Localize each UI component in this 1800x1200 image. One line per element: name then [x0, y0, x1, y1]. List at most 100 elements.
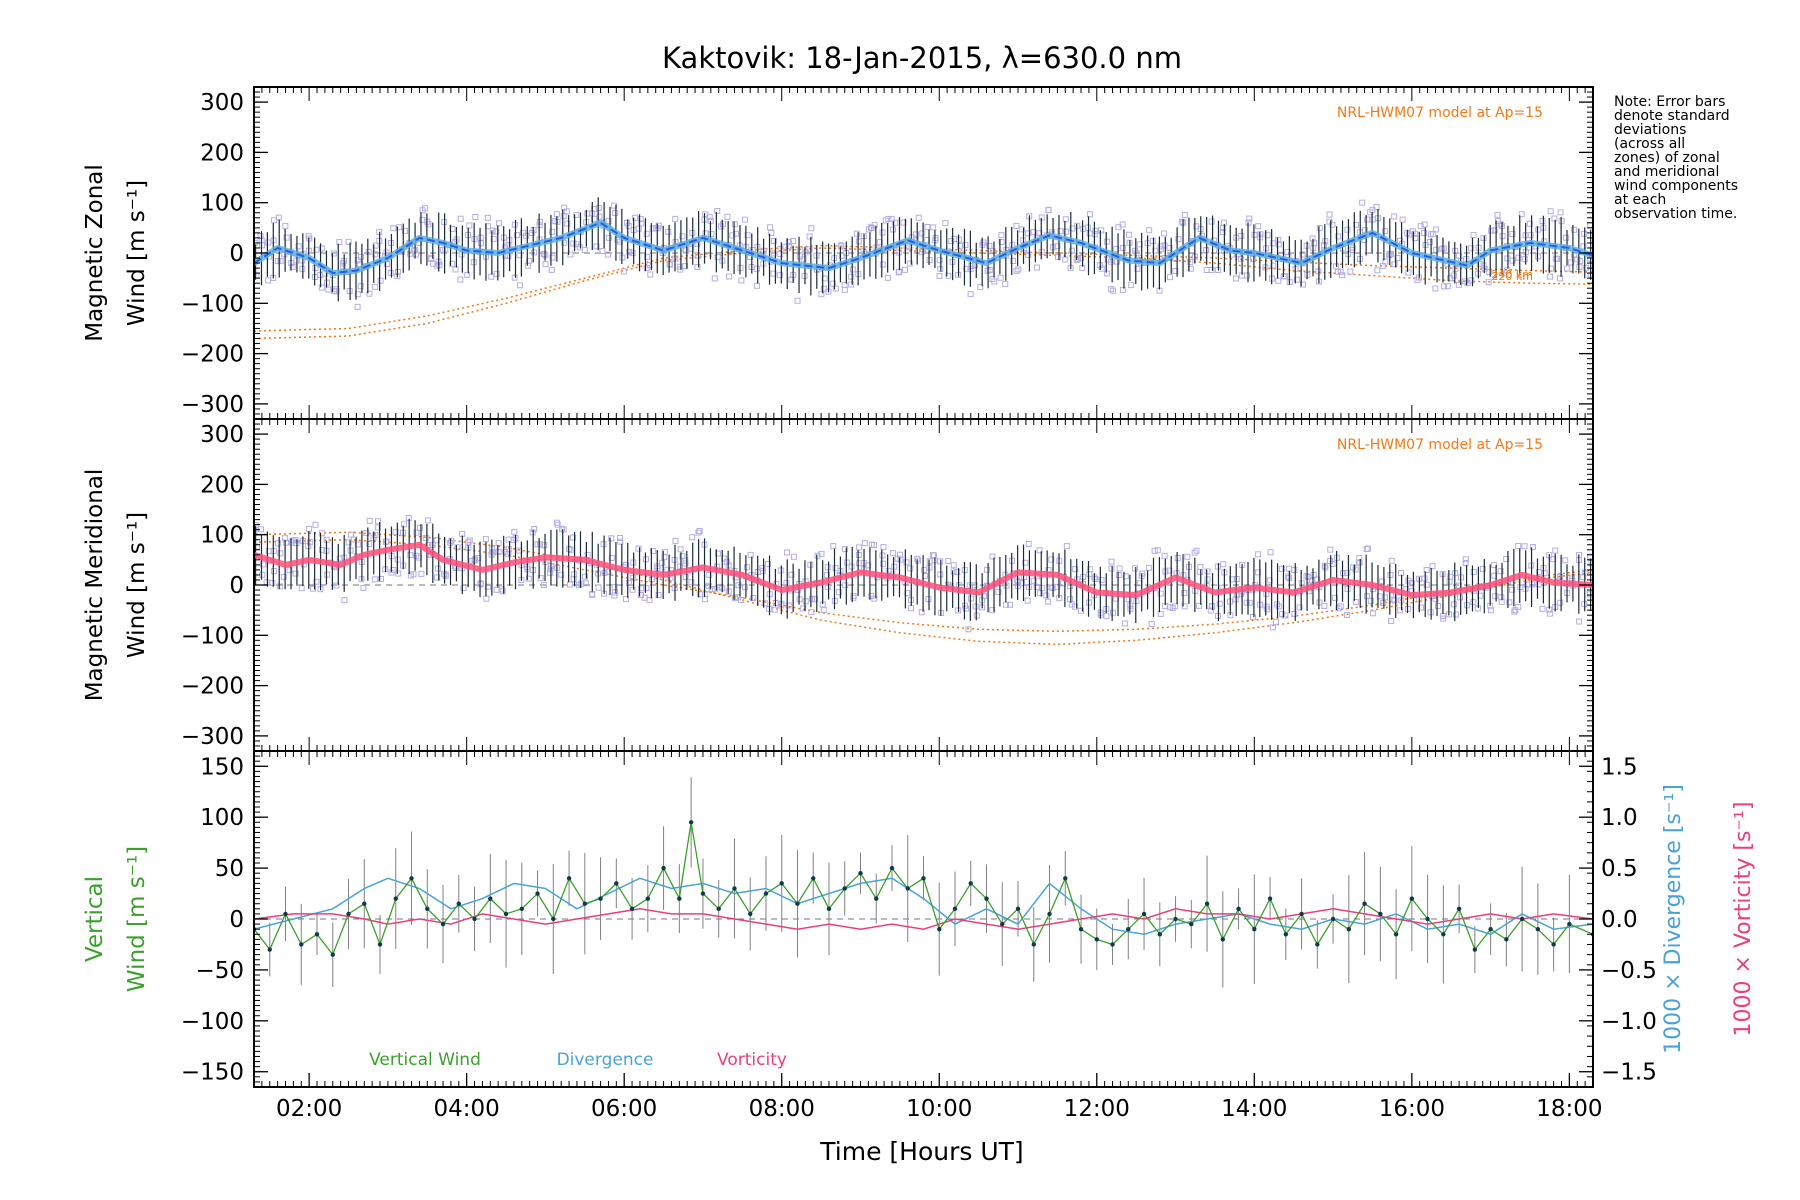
zone-sample	[605, 251, 612, 258]
zone-sample	[1409, 228, 1416, 235]
zone-sample	[505, 536, 512, 543]
zone-sample	[1331, 594, 1338, 601]
zone-sample	[280, 573, 287, 580]
zone-sample	[383, 249, 390, 256]
zone-sample	[643, 230, 650, 237]
zone-sample	[1314, 576, 1321, 583]
y-tick-label: −300	[181, 724, 244, 750]
zone-sample	[1063, 228, 1070, 235]
zone-sample	[564, 220, 571, 227]
zone-sample	[824, 564, 831, 571]
zone-sample	[596, 213, 603, 220]
zone-sample	[1455, 281, 1462, 288]
zone-sample	[1015, 579, 1022, 586]
zone-sample	[903, 559, 910, 566]
zone-sample	[735, 594, 742, 601]
zone-sample	[802, 598, 809, 605]
zone-sample	[1382, 228, 1389, 235]
chart-title: Kaktovik: 18-Jan-2015, λ=630.0 nm	[662, 41, 1182, 75]
zone-sample	[1491, 227, 1498, 234]
zone-sample	[1120, 244, 1127, 251]
zone-sample	[1019, 580, 1026, 587]
zone-sample	[1149, 238, 1156, 245]
zone-sample	[1364, 216, 1371, 223]
zone-sample	[884, 274, 891, 281]
vertical-error-bars	[254, 777, 1593, 990]
zone-sample	[608, 554, 615, 561]
zone-sample	[918, 248, 925, 255]
zone-sample	[1480, 262, 1487, 269]
zone-sample	[1108, 286, 1115, 293]
zone-sample	[1003, 582, 1010, 589]
zone-sample	[1062, 256, 1069, 263]
zone-sample	[1568, 259, 1575, 266]
zone-sample	[488, 273, 495, 280]
y-axis-title-line2: Wind [m s⁻¹]	[124, 512, 150, 658]
vertical-wind-point	[661, 865, 666, 871]
zone-sample	[1187, 265, 1194, 272]
zone-sample	[449, 260, 456, 267]
vertical-wind-point	[763, 891, 769, 896]
vertical-wind-point	[1063, 876, 1068, 881]
zone-sample	[1036, 547, 1043, 554]
zone-sample	[723, 558, 730, 565]
zone-sample	[354, 303, 361, 310]
zone-sample	[930, 224, 937, 231]
zone-sample	[726, 273, 733, 280]
zone-sample	[1414, 276, 1421, 283]
vertical-wind-point	[1362, 901, 1367, 906]
zone-sample	[1329, 221, 1336, 228]
zone-sample	[1423, 581, 1430, 588]
zone-sample	[1450, 601, 1457, 608]
zone-sample	[608, 535, 615, 542]
zone-sample	[340, 263, 347, 270]
zone-sample	[1337, 268, 1344, 275]
zone-sample	[552, 217, 559, 224]
zone-sample	[926, 558, 933, 565]
zone-sample	[257, 232, 264, 239]
vertical-wind-point	[1110, 942, 1115, 947]
zone-sample	[708, 586, 715, 593]
zone-sample	[277, 583, 284, 590]
zone-sample	[1434, 602, 1441, 609]
zone-sample	[777, 567, 784, 574]
zone-sample	[1285, 573, 1292, 580]
vertical-wind-point	[614, 881, 619, 886]
zone-sample	[785, 239, 792, 246]
zone-sample	[900, 219, 907, 226]
zone-sample	[1509, 230, 1516, 237]
zone-sample	[489, 549, 496, 556]
zone-sample	[977, 284, 984, 291]
zone-sample	[483, 595, 490, 602]
plot-area	[254, 777, 1593, 990]
zone-sample	[1291, 567, 1298, 574]
zone-sample	[871, 222, 878, 229]
zone-sample	[1405, 269, 1412, 276]
vertical-wind-point	[503, 911, 509, 917]
zone-sample	[531, 526, 538, 533]
zone-sample	[1279, 611, 1286, 618]
zone-sample	[1216, 600, 1223, 607]
vertical-wind-point	[1519, 916, 1525, 922]
zone-sample	[912, 231, 919, 238]
zone-sample	[1092, 227, 1099, 234]
zone-sample	[954, 569, 961, 576]
plot-area	[254, 197, 1593, 340]
zone-sample	[1270, 240, 1277, 247]
zone-sample	[891, 563, 898, 570]
vertical-wind-point	[1441, 932, 1446, 937]
zone-sample	[879, 229, 886, 236]
zone-sample	[425, 221, 432, 228]
vertical-wind-panel: Vertical Wind Divergence Vorticity 1.5 1.0 0.…	[82, 750, 1756, 1122]
vertical-wind-point	[535, 891, 540, 896]
zone-sample	[553, 211, 560, 218]
vertical-wind-point	[1157, 932, 1162, 937]
zone-sample	[1352, 599, 1359, 606]
zone-sample	[694, 252, 701, 259]
zone-sample	[1551, 215, 1558, 222]
zone-sample	[653, 225, 660, 232]
zone-sample	[566, 581, 573, 588]
zone-sample	[1367, 209, 1374, 216]
zone-sample	[1039, 584, 1046, 591]
zone-sample	[582, 580, 589, 587]
